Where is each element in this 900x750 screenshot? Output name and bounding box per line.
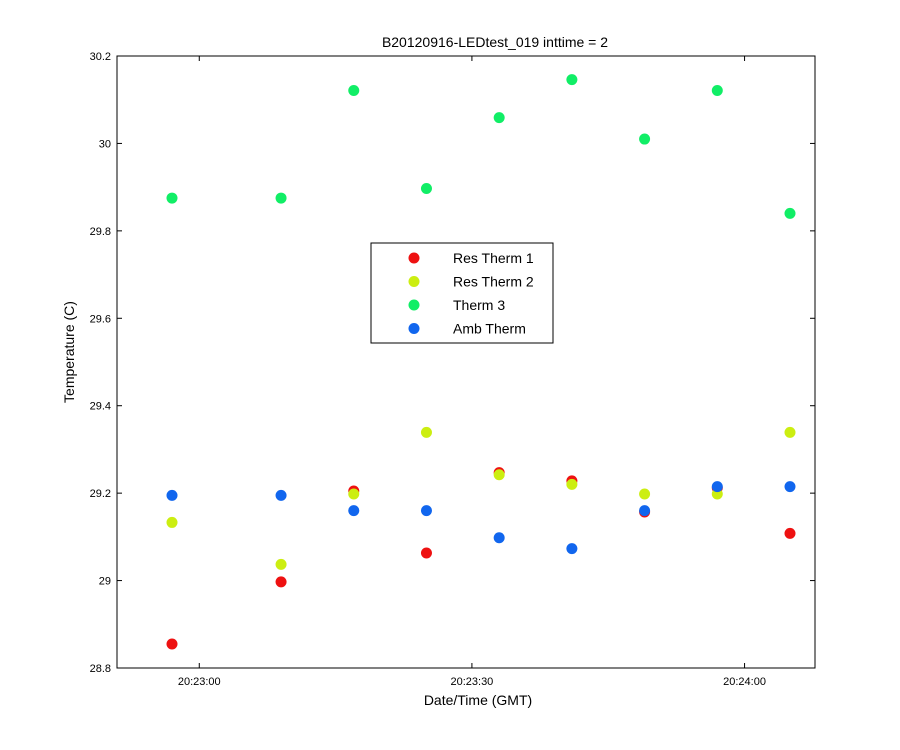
point-series-2 — [566, 478, 578, 490]
point-series-2 — [493, 469, 505, 481]
point-series-3 — [348, 85, 360, 97]
point-series-4 — [420, 505, 432, 517]
point-series-4 — [275, 489, 287, 501]
legend-marker — [408, 299, 420, 311]
point-series-4 — [348, 505, 360, 517]
x-axis-label: Date/Time (GMT) — [424, 692, 532, 708]
point-series-3 — [639, 133, 651, 145]
point-series-4 — [784, 481, 796, 493]
y-axis-label: Temperature (C) — [61, 301, 77, 403]
point-series-2 — [348, 488, 360, 500]
point-series-1 — [784, 527, 796, 539]
point-series-4 — [493, 532, 505, 544]
point-series-3 — [784, 207, 796, 219]
point-series-3 — [166, 192, 178, 204]
point-series-2 — [420, 426, 432, 438]
y-tick-label: 29 — [99, 576, 111, 588]
y-tick-label: 29.6 — [90, 313, 111, 325]
y-tick-label: 29.8 — [90, 226, 111, 238]
point-series-4 — [711, 481, 723, 493]
y-tick-label: 29.2 — [90, 488, 111, 500]
legend-label: Amb Therm — [453, 321, 526, 337]
legend-marker — [408, 276, 420, 287]
x-tick-label: 20:24:00 — [723, 676, 766, 688]
legend-marker — [408, 252, 420, 264]
legend-label: Res Therm 2 — [453, 274, 534, 290]
x-tick-label: 20:23:30 — [450, 676, 493, 688]
point-series-1 — [420, 547, 432, 559]
point-series-3 — [420, 182, 432, 194]
point-series-4 — [166, 489, 178, 501]
point-series-2 — [275, 558, 287, 570]
point-series-3 — [275, 192, 287, 204]
point-series-2 — [784, 426, 796, 438]
legend-label: Res Therm 1 — [453, 250, 534, 266]
y-tick-label: 30.2 — [90, 51, 111, 63]
point-series-2 — [166, 516, 178, 528]
point-series-1 — [275, 576, 287, 588]
point-series-4 — [639, 505, 651, 517]
chart-title: B20120916-LEDtest_019 inttime = 2 — [382, 34, 608, 50]
y-tick-label: 28.8 — [90, 663, 111, 675]
legend: Res Therm 1 Res Therm 2 Therm 3 Amb Therm — [370, 242, 554, 344]
legend-label: Therm 3 — [453, 297, 505, 313]
legend-box — [370, 242, 554, 344]
point-series-3 — [566, 74, 578, 86]
point-series-3 — [711, 85, 723, 97]
data-points — [166, 74, 796, 650]
axis-ticks: 28.8 29 29.2 29.4 29.6 29.8 30 30.2 20:23:00 20:2… — [90, 51, 815, 688]
point-series-3 — [493, 112, 505, 124]
point-series-4 — [566, 543, 578, 555]
point-series-1 — [166, 638, 178, 650]
y-tick-label: 29.4 — [90, 401, 111, 413]
y-tick-label: 30 — [99, 138, 111, 150]
point-series-2 — [639, 488, 651, 500]
x-tick-label: 20:23:00 — [178, 676, 221, 688]
plot-area — [116, 55, 816, 669]
legend-marker — [408, 323, 420, 334]
